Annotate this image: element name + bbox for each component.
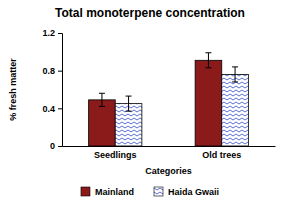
legend: Mainland Haida Gwaii bbox=[81, 187, 219, 197]
error-bar bbox=[99, 93, 105, 106]
y-tick-mark bbox=[58, 146, 62, 147]
error-bar bbox=[205, 53, 211, 68]
y-tick-label: 0 bbox=[50, 141, 55, 151]
x-tick: Seedlings bbox=[94, 150, 137, 160]
y-tick-label: 0.8 bbox=[42, 66, 55, 76]
legend-item: Haida Gwaii bbox=[154, 187, 219, 197]
error-bar bbox=[126, 96, 132, 111]
x-tick-label: Old trees bbox=[202, 150, 241, 160]
x-tick-label: Seedlings bbox=[94, 150, 137, 160]
y-axis-line bbox=[58, 34, 63, 147]
bar bbox=[195, 60, 222, 146]
x-axis-title: Categories bbox=[145, 166, 192, 176]
y-axis-title: % fresh matter bbox=[8, 58, 18, 121]
bars bbox=[89, 53, 249, 146]
y-tick: 0.8 bbox=[42, 66, 62, 76]
legend-swatch bbox=[154, 187, 163, 196]
title: Total monoterpene concentration bbox=[55, 6, 245, 20]
x-axis-line bbox=[63, 146, 276, 147]
chart: 0 0.4 0.8 1.2 Seedlings Old trees Total monote… bbox=[0, 0, 300, 209]
y-tick-mark bbox=[58, 33, 62, 34]
bar bbox=[222, 74, 249, 146]
y-tick: 0.4 bbox=[42, 104, 62, 114]
legend-item: Mainland bbox=[81, 187, 134, 197]
legend-label: Mainland bbox=[95, 187, 134, 197]
x-axis: Seedlings Old trees bbox=[63, 147, 276, 161]
y-tick-mark bbox=[58, 108, 62, 109]
legend-swatch bbox=[81, 187, 90, 196]
error-bar bbox=[232, 67, 238, 82]
y-tick: 1.2 bbox=[42, 28, 62, 38]
y-tick-label: 0.4 bbox=[42, 104, 55, 114]
y-tick-mark bbox=[58, 71, 62, 72]
plot: 0 0.4 0.8 1.2 Seedlings Old trees bbox=[42, 28, 275, 160]
legend-label: Haida Gwaii bbox=[168, 187, 219, 197]
x-tick: Old trees bbox=[202, 150, 241, 160]
y-tick-label: 1.2 bbox=[42, 28, 55, 38]
y-axis: 0 0.4 0.8 1.2 bbox=[42, 28, 62, 151]
y-tick: 0 bbox=[50, 141, 62, 151]
